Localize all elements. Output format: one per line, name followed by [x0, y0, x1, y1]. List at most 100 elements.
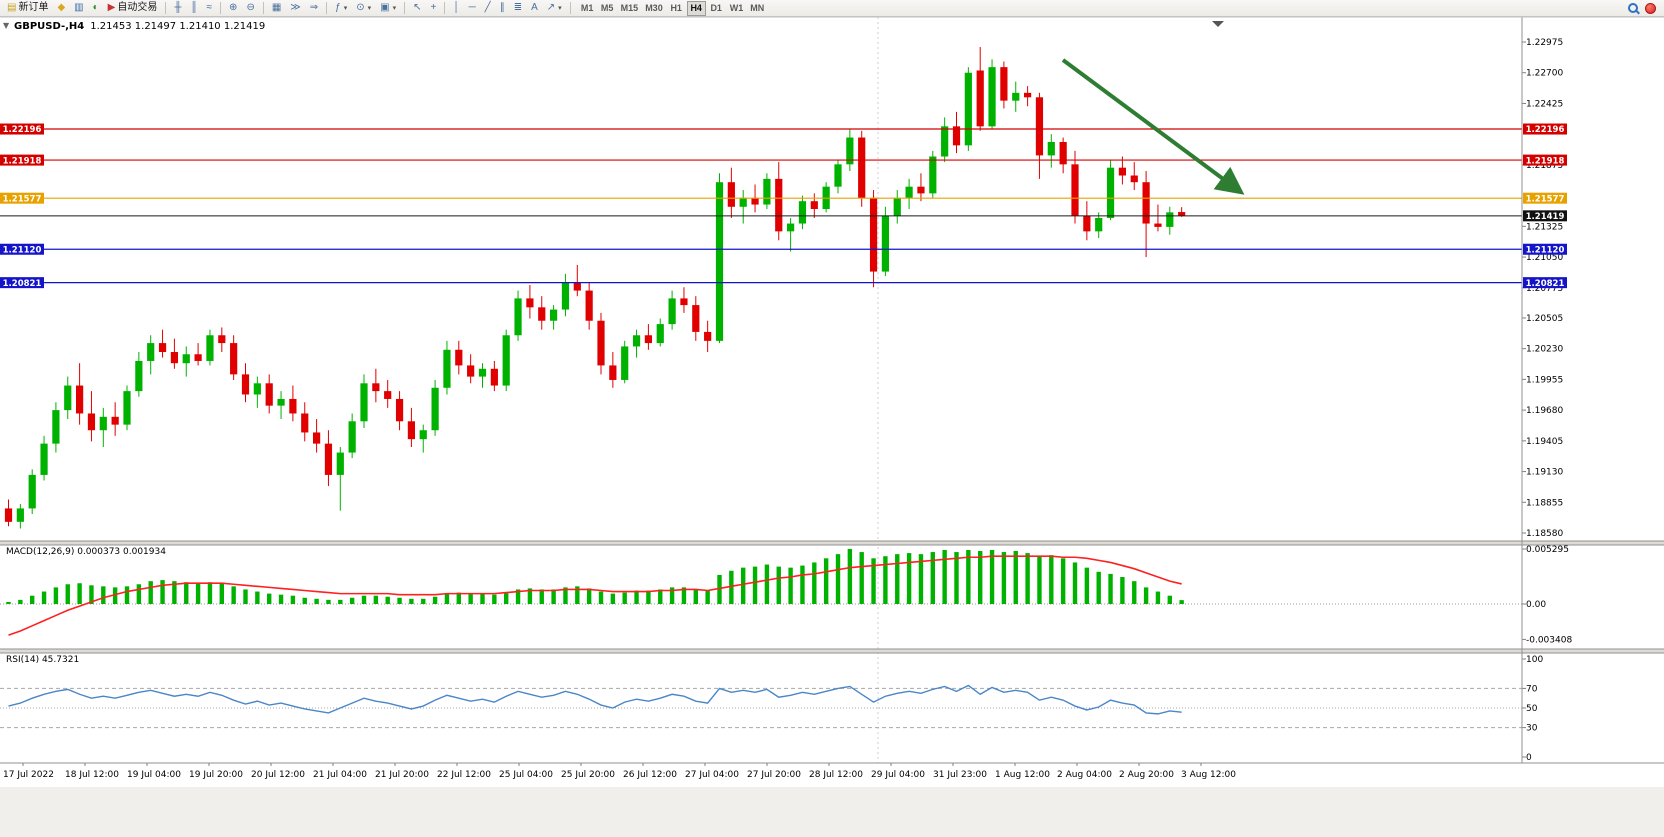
macd-bar [883, 556, 888, 604]
macd-bar [421, 598, 426, 604]
macd-bar [693, 589, 698, 604]
macd-bar [504, 592, 509, 604]
price-tag-label: 1.21577 [3, 194, 42, 204]
vertical-line-tool-button[interactable]: │ [449, 1, 463, 16]
candle-up [668, 298, 676, 325]
time-axis-label: 17 Jul 2022 [3, 770, 54, 780]
candle-up [988, 67, 996, 127]
timeframe-M15[interactable]: M15 [618, 1, 642, 16]
candle-up [893, 197, 901, 216]
mt-community-button[interactable]: ◆ [53, 1, 69, 16]
search-icon[interactable] [1628, 3, 1638, 13]
candle-up [253, 383, 261, 395]
candle-down [585, 290, 593, 321]
auto-scroll-button[interactable]: ≫ [286, 1, 304, 16]
panel-splitter[interactable] [0, 649, 1664, 653]
arrows-tool-button[interactable]: ↗ ▾ [543, 1, 566, 16]
candle-down [704, 331, 712, 341]
timeframe-D1[interactable]: D1 [707, 1, 726, 16]
macd-bar [290, 595, 296, 604]
bar-chart-icon: ╫ [174, 2, 182, 13]
chevron-down-icon[interactable]: ▾ [392, 5, 397, 12]
autotrading-button[interactable]: ▶ 自动交易 [104, 1, 162, 16]
candle-up [478, 368, 487, 377]
macd-bar [764, 564, 770, 604]
time-axis-label: 18 Jul 12:00 [65, 770, 119, 780]
chevron-down-icon[interactable]: ▾ [343, 5, 348, 12]
tile-windows-button[interactable]: ▦ [268, 1, 285, 16]
timeframe-H1[interactable]: H1 [667, 1, 686, 16]
chevron-down-icon[interactable]: ▾ [558, 5, 562, 12]
notification-badge-icon[interactable] [1645, 2, 1656, 14]
candle-up [135, 360, 143, 392]
price-tag [1523, 123, 1567, 135]
macd-bar [1060, 558, 1066, 604]
periods-menu-button[interactable]: ⊙ ▾ [352, 1, 375, 16]
new-order-button[interactable]: ▤ 新订单 [3, 1, 52, 16]
crosshair-tool-button[interactable]: + [426, 1, 440, 16]
macd-bar [1037, 556, 1042, 604]
candle-up [336, 452, 344, 475]
chart-background [0, 17, 1664, 787]
macd-bar [302, 597, 307, 604]
candle-down [1130, 175, 1138, 183]
candle-up [123, 391, 131, 425]
one-click-trading-arrow-icon[interactable]: ▼ [3, 21, 10, 30]
chevron-down-icon[interactable]: ▾ [367, 5, 372, 12]
indicators-button[interactable]: ƒ ▾ [331, 1, 351, 16]
macd-bar [77, 583, 82, 604]
vertical-line-icon: │ [453, 2, 460, 13]
timeframe-M30[interactable]: M30 [642, 1, 666, 16]
timeframe-M5[interactable]: M5 [598, 1, 617, 16]
indicators-icon: ƒ [335, 2, 341, 13]
text-tool-button[interactable]: A [527, 1, 542, 16]
candle-down [218, 335, 226, 344]
timeframe-MN[interactable]: MN [747, 1, 767, 16]
zoom-in-button[interactable]: ⊕ [225, 1, 241, 16]
candle-down [467, 365, 475, 377]
chart-shift-marker[interactable] [1212, 21, 1224, 27]
candle-down [1035, 97, 1044, 156]
candle-down [1178, 212, 1186, 216]
horizontal-line-tool-button[interactable]: ─ [465, 1, 480, 16]
macd-bar [717, 574, 722, 604]
candle-up [632, 335, 641, 347]
fibonacci-tool-button[interactable]: ≣ [510, 1, 526, 16]
crosshair-icon: + [430, 2, 437, 13]
macd-bar [314, 598, 319, 604]
panel-splitter[interactable] [0, 541, 1664, 545]
candle-down [1142, 182, 1150, 224]
candle-down [313, 432, 321, 444]
price-axis-label: 1.19130 [1526, 468, 1563, 478]
toolbar-separator [220, 2, 222, 14]
macd-bar [823, 558, 829, 604]
channel-tool-button[interactable]: ∥ [496, 1, 509, 16]
time-axis-label: 21 Jul 04:00 [313, 770, 367, 780]
candle-down [384, 391, 392, 399]
timeframe-H4[interactable]: H4 [686, 0, 706, 16]
timeframe-M1[interactable]: M1 [578, 1, 597, 16]
timeframe-W1[interactable]: W1 [727, 1, 747, 16]
candle-down [4, 508, 13, 522]
macd-bar [1179, 600, 1184, 604]
templates-button[interactable]: ▣ ▾ [376, 1, 400, 16]
candlestick-chart-button[interactable]: ║ [186, 1, 201, 16]
candle-up [964, 72, 972, 146]
macd-bar [172, 581, 177, 604]
zoom-out-button[interactable]: ⊖ [242, 1, 258, 16]
macd-bar [942, 549, 947, 604]
chart-shift-button[interactable]: ⇒ [306, 1, 322, 16]
price-tag-label: 1.21577 [1526, 194, 1565, 204]
depth-of-market-button[interactable]: ▥ [70, 1, 87, 16]
alerts-button[interactable]: ◐ [89, 1, 103, 16]
trend-arrow[interactable] [1061, 58, 1245, 195]
bar-chart-button[interactable]: ╫ [170, 1, 185, 16]
trendline-tool-button[interactable]: ╱ [481, 1, 495, 16]
cursor-tool-button[interactable]: ↖ [409, 1, 425, 16]
macd-bar [468, 593, 473, 604]
rsi-axis-label: 100 [1526, 655, 1543, 665]
line-chart-button[interactable]: ≈ [203, 1, 217, 16]
rsi-axis-label: 30 [1526, 724, 1538, 734]
candle-down [76, 385, 84, 414]
